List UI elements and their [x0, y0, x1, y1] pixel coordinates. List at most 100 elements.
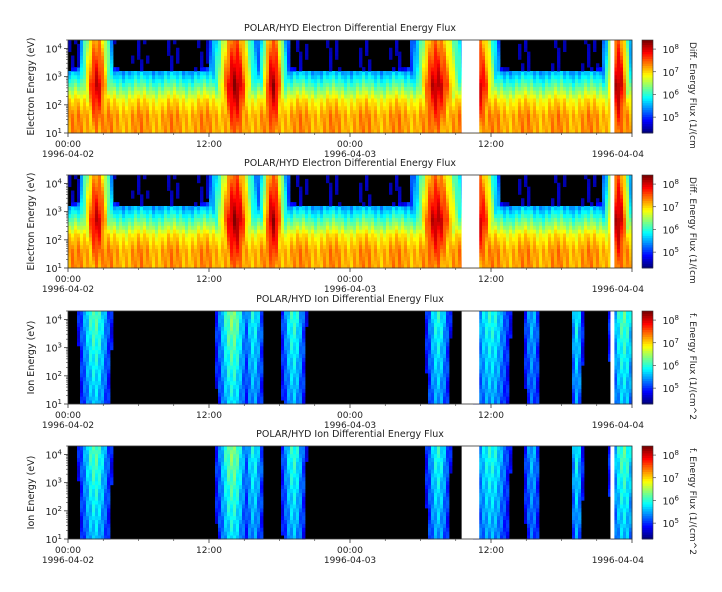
heatmap-cell — [524, 117, 528, 122]
heatmap-cell — [122, 98, 126, 103]
heatmap-cell — [221, 125, 225, 130]
heatmap-cell — [134, 71, 138, 76]
heatmap-cell — [485, 71, 489, 76]
heatmap-cell — [422, 125, 426, 130]
heatmap-cell — [524, 47, 528, 53]
heatmap-cell — [98, 40, 102, 45]
heatmap-cell — [398, 78, 402, 84]
heatmap-cell — [188, 71, 192, 76]
heatmap-cell — [533, 90, 537, 95]
heatmap-cell — [407, 98, 411, 103]
heatmap-cell — [497, 78, 501, 84]
heatmap-cell — [179, 264, 183, 269]
heatmap-cell — [317, 71, 321, 76]
heatmap-cell — [110, 221, 114, 226]
heatmap-cell — [356, 82, 360, 87]
heatmap-cell — [110, 117, 114, 122]
heatmap-cell — [392, 90, 396, 95]
heatmap-cell — [371, 129, 375, 134]
heatmap-cell — [614, 117, 618, 122]
heatmap-cell — [140, 209, 144, 215]
heatmap-cell — [437, 129, 441, 134]
heatmap-cell — [446, 78, 450, 84]
heatmap-cell — [482, 47, 486, 53]
heatmap-cell — [212, 190, 216, 195]
heatmap-cell — [89, 55, 93, 60]
heatmap-cell — [212, 217, 216, 222]
heatmap-cell — [95, 71, 99, 76]
heatmap-cell — [116, 82, 120, 87]
heatmap-cell — [194, 225, 198, 230]
heatmap-cell — [173, 109, 177, 115]
heatmap-cell — [71, 213, 75, 219]
heatmap-cell — [443, 90, 447, 95]
heatmap-cell — [176, 74, 180, 80]
heatmap-cell — [374, 71, 378, 76]
heatmap-cell — [488, 43, 492, 49]
heatmap-cell — [575, 94, 579, 99]
heatmap-cell — [407, 129, 411, 134]
heatmap-cell — [92, 102, 96, 107]
heatmap-cell — [134, 240, 138, 246]
heatmap-cell — [251, 94, 255, 99]
heatmap-cell — [86, 237, 90, 242]
heatmap-cell — [164, 74, 168, 80]
heatmap-cell — [119, 121, 123, 126]
heatmap-cell — [335, 51, 339, 56]
heatmap-cell — [626, 94, 630, 99]
heatmap-cell — [209, 221, 213, 226]
heatmap-cell — [137, 264, 141, 269]
heatmap-cell — [227, 225, 231, 230]
heatmap-cell — [107, 244, 111, 250]
heatmap-cell — [68, 221, 72, 226]
heatmap-cell — [170, 121, 174, 126]
heatmap-cell — [554, 82, 558, 87]
heatmap-cell — [239, 63, 243, 68]
heatmap-cell — [431, 117, 435, 122]
heatmap-cell — [407, 105, 411, 111]
heatmap-cell — [281, 67, 285, 72]
heatmap-cell — [518, 90, 522, 95]
heatmap-cell — [101, 129, 105, 134]
heatmap-cell — [593, 40, 597, 45]
heatmap-cell — [110, 86, 114, 91]
heatmap-cell — [125, 125, 129, 130]
heatmap-cell — [218, 221, 222, 226]
heatmap-cell — [251, 82, 255, 87]
heatmap-cell — [614, 102, 618, 107]
heatmap-cell — [410, 71, 414, 76]
heatmap-cell — [77, 221, 81, 226]
heatmap-cell — [536, 82, 540, 87]
heatmap-cell — [416, 63, 420, 68]
heatmap-cell — [557, 94, 561, 99]
heatmap-cell — [134, 74, 138, 80]
heatmap-cell — [488, 98, 492, 103]
heatmap-cell — [521, 63, 525, 68]
heatmap-cell — [185, 74, 189, 80]
heatmap-cell — [212, 86, 216, 91]
heatmap-cell — [482, 90, 486, 95]
heatmap-cell — [554, 40, 558, 45]
heatmap-cell — [89, 198, 93, 203]
heatmap-cell — [335, 102, 339, 107]
heatmap-cell — [92, 121, 96, 126]
heatmap-cell — [593, 82, 597, 87]
heatmap-cell — [386, 71, 390, 76]
heatmap-cell — [284, 113, 288, 118]
heatmap-cell — [236, 105, 240, 111]
heatmap-cell — [425, 63, 429, 68]
heatmap-cell — [596, 82, 600, 87]
heatmap-cell — [398, 102, 402, 107]
heatmap-cell — [629, 40, 633, 45]
heatmap-cell — [575, 71, 579, 76]
heatmap-cell — [188, 244, 192, 250]
heatmap-cell — [218, 71, 222, 76]
heatmap-cell — [89, 125, 93, 130]
heatmap-cell — [128, 260, 132, 265]
heatmap-cell — [71, 78, 75, 84]
heatmap-cell — [161, 94, 165, 99]
heatmap-cell — [419, 98, 423, 103]
heatmap-cell — [383, 86, 387, 91]
heatmap-cell — [152, 94, 156, 99]
heatmap-cell — [248, 129, 252, 134]
